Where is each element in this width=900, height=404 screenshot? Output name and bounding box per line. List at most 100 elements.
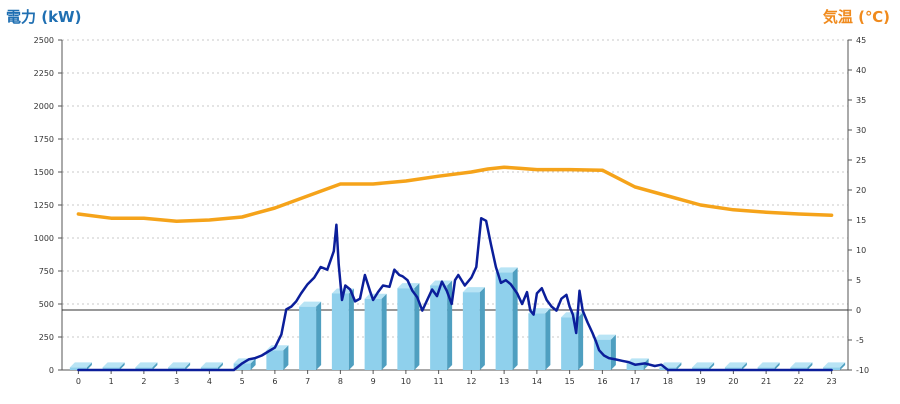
power-bar-front — [397, 288, 415, 370]
power-bar-top — [495, 267, 518, 273]
power-bar-top — [724, 362, 747, 368]
power-bar-top — [790, 362, 813, 368]
x-tick-label: 21 — [761, 377, 771, 386]
power-bar-front — [462, 292, 480, 370]
y-axis-left-label: 電力 (kW) — [6, 8, 82, 26]
power-bar-front — [626, 363, 644, 370]
bar-layer — [69, 267, 846, 370]
x-tick-label: 13 — [499, 377, 509, 386]
power-bar-front — [135, 367, 153, 370]
power-bar-side — [119, 362, 125, 370]
power-demand-line — [77, 216, 833, 372]
power-bar — [200, 362, 223, 370]
power-bar-top — [823, 362, 846, 368]
power-bar — [528, 308, 551, 370]
y-left-tick-label: 0 — [49, 366, 54, 375]
power-bar-front — [266, 350, 284, 370]
power-bar-side — [316, 301, 322, 370]
power-bar — [168, 362, 191, 370]
grid-layer — [62, 39, 848, 338]
power-bar — [790, 362, 813, 370]
power-bar-side — [512, 267, 518, 370]
power-bar-top — [69, 362, 92, 368]
x-tick-label: 5 — [240, 377, 245, 386]
power-bar — [364, 293, 387, 370]
power-bar — [593, 334, 616, 370]
power-bar-front — [724, 367, 742, 370]
power-bar-side — [610, 334, 616, 370]
y-left-tick-label: 1500 — [34, 168, 54, 177]
y-axis-right-label: 気温 (℃) — [822, 8, 890, 26]
power-bar-top — [135, 362, 158, 368]
power-bar-top — [692, 362, 715, 368]
x-tick-label: 20 — [728, 377, 738, 386]
power-bar-side — [807, 362, 813, 370]
x-tick-label: 4 — [207, 377, 212, 386]
x-tick-label: 10 — [401, 377, 411, 386]
power-bar-side — [676, 362, 682, 370]
x-tick-label: 16 — [597, 377, 607, 386]
power-bar-top — [462, 287, 485, 293]
power-bar-side — [217, 362, 223, 370]
power-bar-side — [545, 308, 551, 370]
power-bar — [692, 362, 715, 370]
power-bar — [724, 362, 747, 370]
power-bar-top — [397, 283, 420, 289]
y-right-tick-label: 0 — [856, 306, 861, 315]
power-bar — [69, 362, 92, 370]
power-bar-top — [168, 362, 191, 368]
x-tick-label: 17 — [630, 377, 640, 386]
y-right-tick-label: 10 — [856, 246, 866, 255]
power-bar-side — [774, 362, 780, 370]
x-tick-label: 14 — [532, 377, 542, 386]
power-bar-front — [69, 367, 87, 370]
x-tick-label: 1 — [109, 377, 114, 386]
power-bar-side — [578, 312, 584, 370]
power-bar — [266, 345, 289, 370]
x-tick-label: 9 — [371, 377, 376, 386]
power-bar-front — [823, 367, 841, 370]
x-tick-label: 22 — [794, 377, 804, 386]
power-bar-front — [495, 272, 513, 370]
power-bar-side — [348, 288, 354, 370]
power-bar-front — [102, 367, 120, 370]
x-tick-label: 2 — [141, 377, 146, 386]
power-bar-front — [790, 367, 808, 370]
power-bar-front — [299, 306, 317, 370]
power-bar-side — [152, 362, 158, 370]
power-bar-side — [250, 358, 256, 370]
power-bar-side — [479, 287, 485, 370]
power-bar — [430, 280, 453, 370]
power-bar-top — [757, 362, 780, 368]
y-left-tick-label: 250 — [39, 333, 54, 342]
power-bar-front — [233, 363, 251, 370]
power-bar-front — [757, 367, 775, 370]
power-bar-side — [86, 362, 92, 370]
y-right-tick-label: 30 — [856, 126, 866, 135]
x-tick-label: 7 — [305, 377, 310, 386]
x-tick-label: 19 — [696, 377, 706, 386]
y-right-tick-label: 40 — [856, 66, 866, 75]
power-bar — [299, 301, 322, 370]
power-bar-top — [299, 301, 322, 307]
y-left-tick-label: 1250 — [34, 201, 54, 210]
x-tick-label: 6 — [272, 377, 277, 386]
power-bar — [102, 362, 125, 370]
power-bar-side — [741, 362, 747, 370]
power-bar — [397, 283, 420, 370]
y-right-tick-label: 35 — [856, 96, 866, 105]
power-bar-side — [709, 362, 715, 370]
power-bar — [462, 287, 485, 370]
power-bar-front — [168, 367, 186, 370]
y-right-tick-label: -10 — [856, 366, 869, 375]
power-bar-side — [381, 293, 387, 370]
y-right-tick-label: -5 — [856, 336, 864, 345]
power-bar-front — [200, 367, 218, 370]
x-tick-label: 18 — [663, 377, 673, 386]
y-left-tick-label: 2250 — [34, 69, 54, 78]
power-bar-top — [102, 362, 125, 368]
y-left-tick-label: 1000 — [34, 234, 54, 243]
x-tick-label: 3 — [174, 377, 179, 386]
